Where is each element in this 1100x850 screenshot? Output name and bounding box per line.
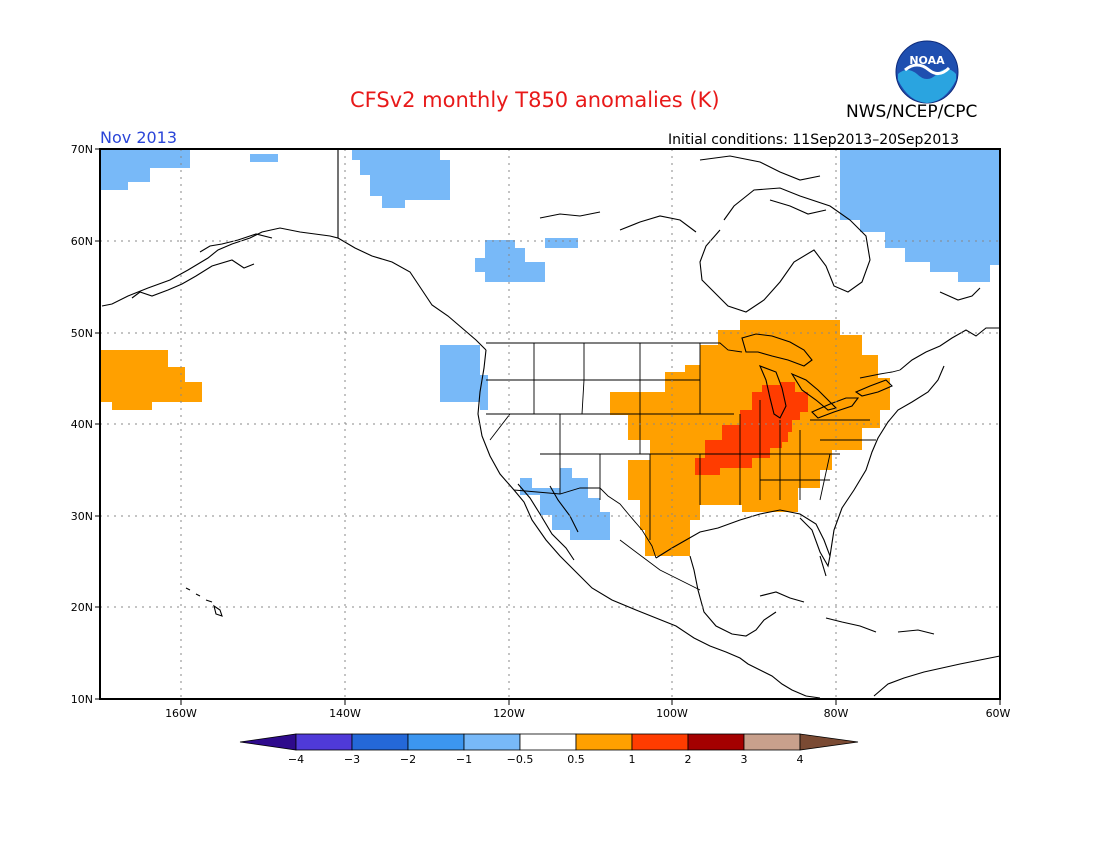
mild-cool-anomaly-canada [475,240,545,282]
colorbar-tick-label: 3 [741,753,748,766]
lat-label: 60N [71,235,93,248]
lon-label: 120W [493,707,525,720]
lon-label: 80W [824,707,849,720]
logo-text: NOAA [909,54,945,67]
lat-label: 20N [71,601,93,614]
warm-anomaly-areas [100,320,890,556]
colorbar-swatch [743,733,801,751]
colorbar-tick-label: −4 [288,753,304,766]
lon-label: 60W [986,707,1011,720]
cool-anomaly-areas [100,149,1000,540]
colorbar-arrow-low [239,733,297,751]
political-borders [486,342,901,591]
colorbar-swatch [463,733,521,751]
mild-cool-anomaly-southwest [520,468,610,540]
colorbar-swatch [407,733,465,751]
lat-label: 40N [71,418,93,431]
mild-cool-anomaly-arctic-3 [278,149,450,208]
colorbar-tick-label: −3 [344,753,360,766]
lat-label: 10N [71,693,93,706]
colorbar-tick-label: −0.5 [507,753,534,766]
lat-label: 50N [71,327,93,340]
colorbar-swatch [519,733,577,751]
mild-cool-anomaly-arctic [100,149,190,190]
mild-cool-anomaly-arctic-2 [250,154,278,162]
lat-label: 70N [71,143,93,156]
colorbar-arrow-high [799,733,859,751]
valid-month-label: Nov 2013 [100,128,178,147]
colorbar-tick-label: −1 [456,753,472,766]
lon-label: 140W [329,707,361,720]
colorbar-tick-label: 4 [797,753,804,766]
agency-label: NWS/NCEP/CPC [846,102,978,122]
colorbar-swatch [351,733,409,751]
map-title: CFSv2 monthly T850 anomalies (K) [350,88,720,112]
mild-cool-anomaly-canada-2 [545,238,578,248]
coastlines [101,149,1000,699]
lat-label: 30N [71,510,93,523]
mild-warm-anomaly-pacific [100,350,202,410]
mild-cool-anomaly-pacific-northwest [440,345,488,410]
axis-ticks [95,148,1001,705]
colorbar-tick-label: 1 [629,753,636,766]
lon-label: 100W [656,707,688,720]
graticule [100,149,1000,699]
colorbar-swatch [631,733,689,751]
colorbar-swatch [687,733,745,751]
latitude-labels: 70N 60N 50N 40N 30N 20N 10N [71,143,93,706]
mild-cool-anomaly-labrador [840,149,1000,282]
initial-conditions-label: Initial conditions: 11Sep2013–20Sep2013 [668,132,960,148]
colorbar-tick-label: −2 [400,753,416,766]
colorbar-tick-label: 0.5 [567,753,585,766]
colorbar-swatch [575,733,633,751]
lon-label: 160W [165,707,197,720]
longitude-labels: 160W 140W 120W 100W 80W 60W [165,707,1010,720]
noaa-logo-icon: NOAA [895,40,959,104]
colorbar-swatch [295,733,353,751]
warm-anomaly-midwest [695,382,808,475]
colorbar-legend: −4 −3 −2 −1 −0.5 0.5 1 2 3 4 [239,733,859,766]
colorbar-tick-label: 2 [685,753,692,766]
